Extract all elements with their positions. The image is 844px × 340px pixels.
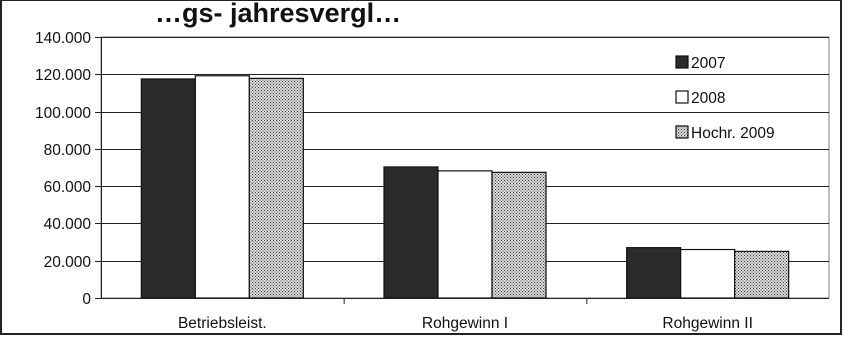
y-tick-label: 120.000 [35,67,91,84]
bar-2008 [194,75,250,299]
y-tick-label: 80.000 [44,142,92,159]
bar-2007 [140,78,196,299]
chart-title: …gs- jahresvergl… [155,0,401,28]
legend-swatch [675,125,689,139]
bar-hochr-2009 [491,171,547,299]
legend: 2007 2008 Hochr. 2009 [675,55,775,142]
legend-label: Hochr. 2009 [691,125,775,142]
y-tick-label: 60.000 [44,179,92,196]
y-tick-label: 40.000 [44,216,92,233]
bar-hochr-2009 [734,250,790,299]
legend-label: 2008 [691,90,725,107]
legend-swatch [675,55,689,69]
bar-2007 [626,247,682,299]
y-tick-label: 0 [82,291,91,308]
y-tick-label: 100.000 [35,105,91,122]
bar-2008 [680,248,736,299]
y-axis: 0 20.000 40.000 60.000 80.000 100.000 120.000 1… [35,30,102,308]
x-tick-label: Rohgewinn I [422,315,508,332]
bar-2008 [437,170,493,299]
y-tick-label: 20.000 [44,254,92,271]
bar-hochr-2009 [248,77,304,299]
x-axis: Betriebsleist. Rohgewinn I Rohgewinn II [101,298,829,332]
bar-2007 [383,166,439,299]
bars [140,75,790,299]
legend-label: 2007 [691,55,725,72]
x-tick-label: Rohgewinn II [662,315,752,332]
legend-swatch [675,90,689,104]
y-tick-label: 140.000 [35,30,91,47]
x-tick-label: Betriebsleist. [178,315,267,332]
